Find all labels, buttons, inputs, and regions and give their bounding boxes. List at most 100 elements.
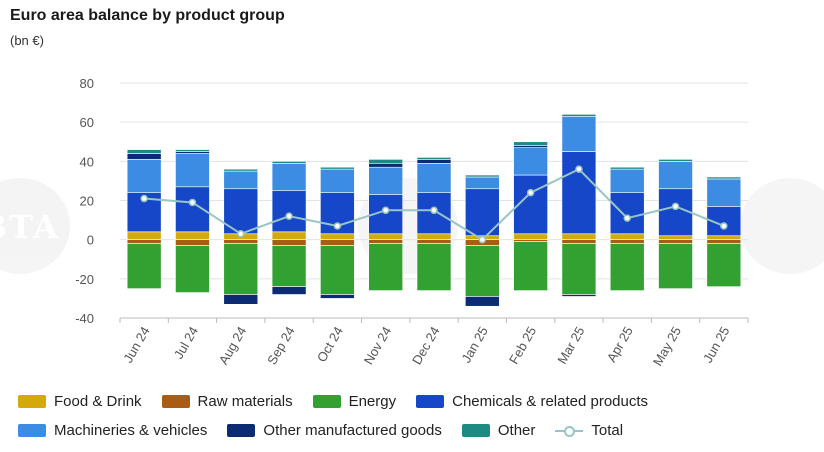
bar-segment <box>368 243 403 291</box>
bar-segment <box>223 168 259 172</box>
legend-item[interactable]: Chemicals & related products <box>416 390 648 412</box>
legend-swatch <box>18 394 46 408</box>
bar-segment <box>126 231 162 240</box>
x-tick-label: Oct 24 <box>314 324 346 365</box>
legend-swatch <box>312 394 341 408</box>
x-tick-label: Jun 24 <box>120 324 153 365</box>
bar-segment <box>271 161 307 164</box>
bar-segment <box>465 174 500 178</box>
legend-swatch <box>227 423 256 437</box>
watermark-text: BTA <box>0 208 60 246</box>
bar-segment <box>223 239 259 244</box>
bar-segment <box>271 231 307 240</box>
total-point <box>381 206 390 215</box>
bar-segment <box>609 243 645 291</box>
legend-label: Raw materials <box>197 392 293 410</box>
y-tick-label: 0 <box>87 233 94 248</box>
total-point <box>140 194 148 203</box>
bar-segment <box>658 239 693 244</box>
bar-segment <box>609 166 645 170</box>
bar-segment <box>126 243 162 289</box>
x-tick-label: Jan 25 <box>458 324 491 365</box>
bar-segment <box>561 233 597 240</box>
legend-swatch <box>18 423 46 437</box>
bar-segment <box>416 162 452 193</box>
total-point <box>575 165 583 173</box>
bar-segment <box>368 233 403 240</box>
total-point <box>526 188 535 197</box>
y-tick-label: 40 <box>80 154 94 169</box>
bar-segment <box>416 233 452 240</box>
legend-label: Chemicals & related products <box>452 392 649 410</box>
bar-segment <box>609 192 645 235</box>
legend-swatch <box>161 394 190 408</box>
bar-segment <box>126 153 162 160</box>
chart-subtitle: (bn €) <box>10 33 44 48</box>
legend: Food & Drink Raw materials Energy Chemicals… <box>18 390 824 448</box>
bar-segment <box>658 161 693 190</box>
bar-segment <box>223 294 259 305</box>
bar-segment <box>561 239 597 244</box>
bar-segment <box>416 157 452 160</box>
legend-item[interactable]: Energy <box>312 390 397 412</box>
legend-label: Other manufactured goods <box>263 421 442 439</box>
watermark-right <box>740 178 824 274</box>
bar-segment <box>271 190 307 233</box>
bar-segment <box>609 239 645 244</box>
bar-segment <box>368 162 403 168</box>
legend-item[interactable]: Machineries & vehicles <box>18 419 207 441</box>
legend-swatch <box>555 424 584 437</box>
bar-segment <box>320 166 355 170</box>
legend-swatch <box>461 423 490 437</box>
bar-segment <box>320 168 355 193</box>
total-point <box>237 230 245 238</box>
bar-segment <box>271 239 307 246</box>
bar-segment <box>368 239 403 244</box>
bar-segment <box>368 166 403 195</box>
legend-label: Other <box>497 421 536 439</box>
bar-segment <box>561 114 597 117</box>
x-tick-label: Dec 24 <box>409 324 443 367</box>
legend-item[interactable]: Food & Drink <box>18 390 142 412</box>
x-tick-label: Aug 24 <box>216 324 250 367</box>
bar-segment <box>658 159 693 162</box>
bar-segment <box>271 162 307 192</box>
bar-segment <box>706 176 742 180</box>
y-tick-label: 20 <box>80 194 94 209</box>
legend-item[interactable]: Raw materials <box>161 390 293 412</box>
bar-segment <box>706 243 742 287</box>
legend-swatch <box>416 394 445 408</box>
legend-item[interactable]: Total <box>555 419 623 441</box>
bar-segment <box>658 188 693 237</box>
total-point <box>720 222 728 230</box>
bar-segment <box>416 243 452 291</box>
legend-label: Food & Drink <box>54 392 142 410</box>
legend-item[interactable]: Other manufactured goods <box>227 419 442 441</box>
bar-segment <box>175 153 210 188</box>
bar-segment <box>609 168 645 193</box>
total-point <box>623 214 631 222</box>
bar-segment <box>561 294 597 297</box>
total-point <box>671 202 680 211</box>
bar-segment <box>126 159 162 193</box>
total-point <box>430 206 438 215</box>
bar-segment <box>271 245 307 287</box>
bar-segment <box>513 147 548 176</box>
x-tick-label: Feb 25 <box>506 324 539 367</box>
total-point <box>333 222 342 230</box>
bar-segment <box>513 233 548 240</box>
x-tick-label: Apr 25 <box>604 324 636 365</box>
bar-segment <box>658 235 693 240</box>
bar-segment <box>271 286 307 295</box>
bar-segment <box>223 170 259 190</box>
legend-item[interactable]: Other <box>461 419 536 441</box>
bar-segment <box>706 178 742 207</box>
total-point <box>188 198 197 207</box>
bar-segment <box>561 151 597 235</box>
legend-label: Energy <box>348 392 397 410</box>
bar-segment <box>175 239 210 246</box>
bar-segment <box>126 149 162 154</box>
bar-segment <box>368 159 403 164</box>
x-tick-label: Jun 25 <box>700 324 733 365</box>
